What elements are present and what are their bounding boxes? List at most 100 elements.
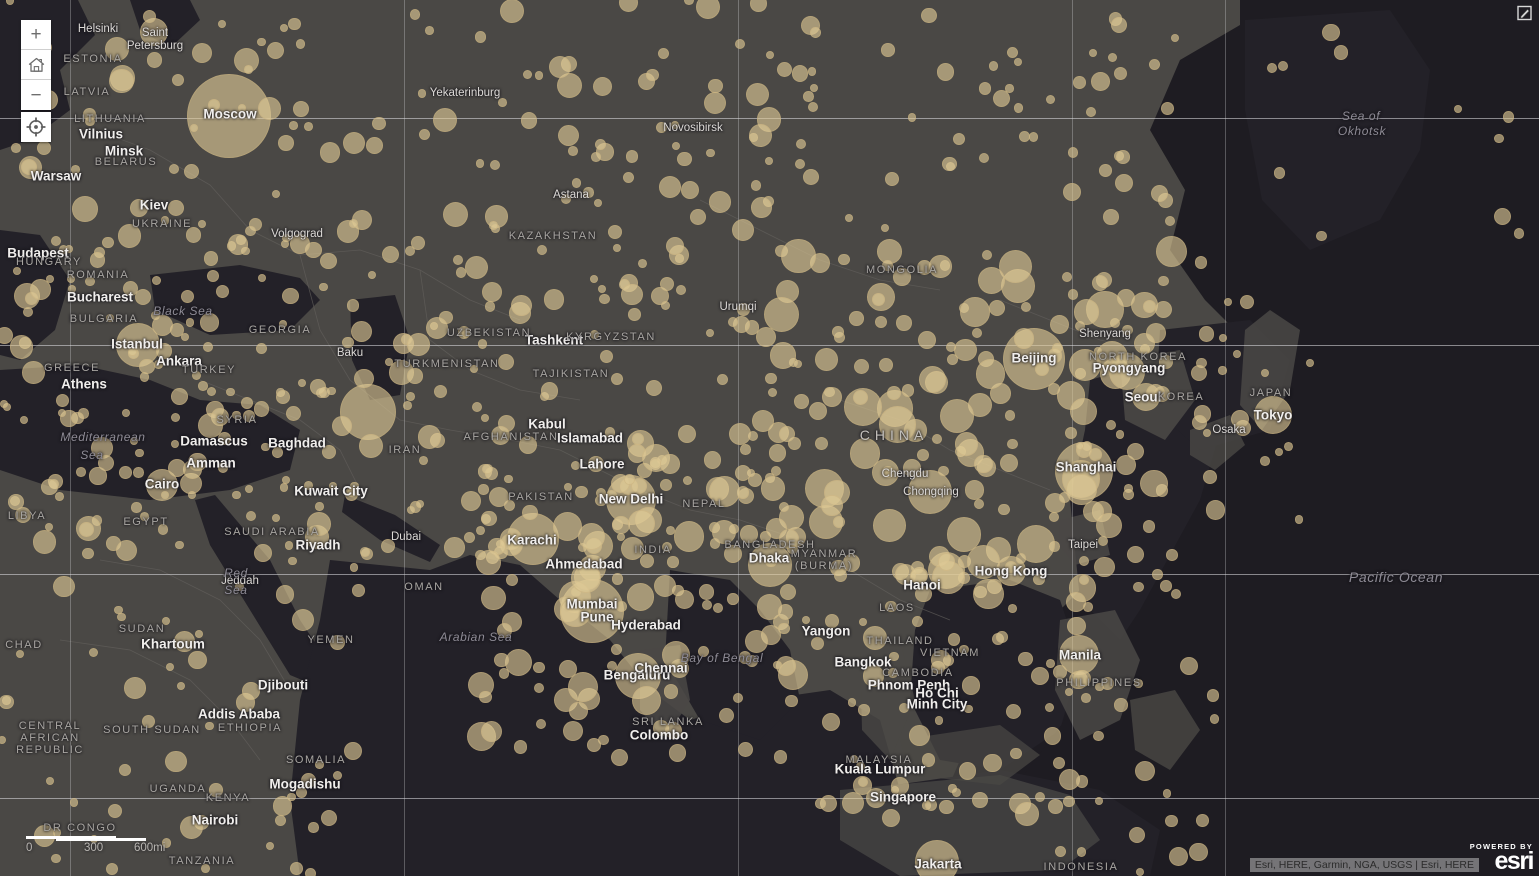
map-bubble-symbol[interactable] [1192,414,1208,430]
map-bubble-symbol[interactable] [1100,677,1114,691]
map-bubble-symbol[interactable] [966,545,1001,580]
map-bubble-symbol[interactable] [703,451,722,469]
map-bubble-symbol[interactable] [961,676,981,695]
map-bubble-symbol[interactable] [893,268,911,286]
map-bubble-symbol[interactable] [1502,111,1515,123]
map-bubble-symbol[interactable] [908,725,930,746]
map-bubble-symbol[interactable] [934,716,944,725]
map-bubble-symbol[interactable] [947,517,982,552]
map-bubble-symbol[interactable] [277,135,294,151]
map-bubble-symbol[interactable] [624,473,636,485]
map-bubble-symbol[interactable] [540,382,559,400]
map-bubble-symbol[interactable] [1145,384,1165,404]
map-bubble-symbol[interactable] [275,584,295,604]
map-bubble-symbol[interactable] [1142,520,1156,533]
map-bubble-symbol[interactable] [999,250,1033,283]
map-bubble-symbol[interactable] [858,704,870,716]
map-bubble-symbol[interactable] [1171,34,1180,43]
map-bubble-symbol[interactable] [152,315,174,337]
map-bubble-symbol[interactable] [808,401,827,421]
map-bubble-symbol[interactable] [631,432,644,445]
map-bubble-symbol[interactable] [570,562,601,593]
map-bubble-symbol[interactable] [1102,209,1119,226]
map-bubble-symbol[interactable] [1048,799,1063,815]
map-bubble-symbol[interactable] [490,426,511,446]
map-bubble-symbol[interactable] [194,629,204,639]
map-bubble-symbol[interactable] [723,544,742,563]
map-bubble-symbol[interactable] [174,631,196,653]
map-bubble-symbol[interactable] [265,841,275,851]
map-bubble-symbol[interactable] [368,270,377,280]
map-bubble-symbol[interactable] [677,151,692,167]
map-bubble-symbol[interactable] [593,76,613,96]
map-bubble-symbol[interactable] [561,194,572,205]
map-bubble-symbol[interactable] [478,484,489,495]
map-bubble-symbol[interactable] [646,68,659,82]
map-bubble-symbol[interactable] [795,138,807,149]
map-bubble-symbol[interactable] [168,163,179,175]
map-bubble-symbol[interactable] [203,341,213,352]
map-bubble-symbol[interactable] [940,398,975,433]
map-bubble-symbol[interactable] [372,116,386,131]
map-bubble-symbol[interactable] [122,281,138,297]
map-bubble-symbol[interactable] [1111,16,1128,33]
map-bubble-symbol[interactable] [1073,669,1091,688]
map-bubble-symbol[interactable] [204,721,214,731]
map-bubble-symbol[interactable] [889,651,899,661]
map-bubble-symbol[interactable] [1513,228,1525,239]
map-bubble-symbol[interactable] [552,511,582,541]
map-bubble-symbol[interactable] [803,91,814,102]
map-bubble-symbol[interactable] [1093,730,1104,742]
map-bubble-symbol[interactable] [354,368,374,389]
map-bubble-symbol[interactable] [185,318,195,327]
map-bubble-symbol[interactable] [952,132,965,145]
map-bubble-symbol[interactable] [478,690,492,704]
map-bubble-symbol[interactable] [777,62,793,78]
map-bubble-symbol[interactable] [755,327,776,347]
map-bubble-symbol[interactable] [982,249,993,260]
map-bubble-symbol[interactable] [411,235,426,250]
map-bubble-symbol[interactable] [879,405,917,443]
map-bubble-symbol[interactable] [639,553,654,568]
map-bubble-symbol[interactable] [674,589,695,610]
map-bubble-symbol[interactable] [117,224,142,248]
map-bubble-symbol[interactable] [64,244,73,253]
map-bubble-symbol[interactable] [241,396,254,409]
map-bubble-symbol[interactable] [558,660,577,679]
map-bubble-symbol[interactable] [89,467,107,485]
map-bubble-symbol[interactable] [83,108,97,121]
map-bubble-symbol[interactable] [475,525,485,535]
map-bubble-symbol[interactable] [298,378,307,387]
map-bubble-symbol[interactable] [171,388,188,406]
map-bubble-symbol[interactable] [200,863,210,873]
map-bubble-symbol[interactable] [425,25,434,35]
map-bubble-symbol[interactable] [198,381,208,391]
map-bubble-symbol[interactable] [409,9,421,20]
map-bubble-symbol[interactable] [1066,474,1098,506]
expand-map-button[interactable] [1515,3,1535,23]
map-bubble-symbol[interactable] [1065,427,1078,440]
map-bubble-symbol[interactable] [1017,651,1033,667]
map-bubble-symbol[interactable] [55,492,65,501]
map-bubble-symbol[interactable] [69,798,79,807]
map-bubble-symbol[interactable] [938,553,956,571]
map-bubble-symbol[interactable] [21,158,38,175]
map-bubble-symbol[interactable] [131,502,142,513]
map-bubble-symbol[interactable] [938,465,949,476]
map-bubble-symbol[interactable] [701,599,712,610]
map-bubble-symbol[interactable] [419,456,429,465]
map-bubble-symbol[interactable] [1075,441,1085,450]
map-bubble-symbol[interactable] [504,474,513,484]
map-bubble-symbol[interactable] [673,521,705,552]
map-bubble-symbol[interactable] [484,301,496,313]
map-bubble-symbol[interactable] [522,70,533,80]
map-bubble-symbol[interactable] [1133,581,1144,593]
map-bubble-symbol[interactable] [0,735,7,744]
map-bubble-symbol[interactable] [46,776,55,785]
map-bubble-symbol[interactable] [183,164,199,180]
map-bubble-symbol[interactable] [657,47,669,60]
map-bubble-symbol[interactable] [936,63,955,81]
map-bubble-symbol[interactable] [779,529,800,550]
map-bubble-symbol[interactable] [157,523,169,535]
map-bubble-symbol[interactable] [599,293,610,305]
